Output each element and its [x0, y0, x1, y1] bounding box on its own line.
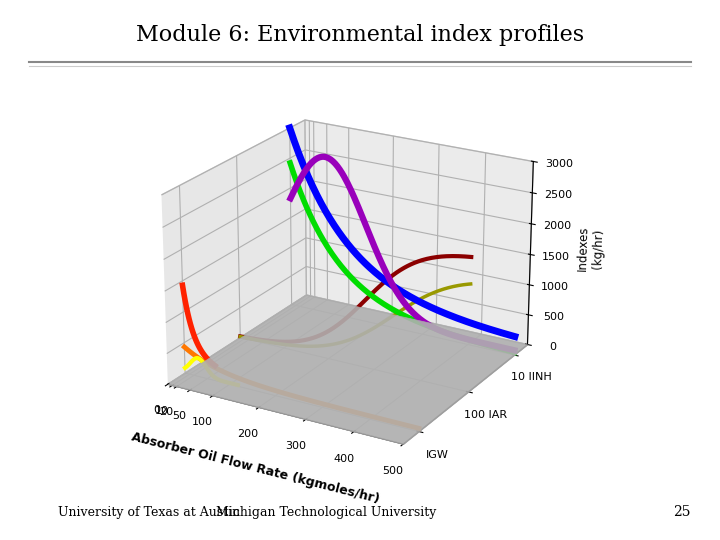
- Text: University of Texas at Austin: University of Texas at Austin: [58, 505, 240, 519]
- Text: Michigan Technological University: Michigan Technological University: [216, 505, 436, 519]
- X-axis label: Absorber Oil Flow Rate (kgmoles/hr): Absorber Oil Flow Rate (kgmoles/hr): [130, 430, 381, 506]
- Text: 25: 25: [673, 505, 690, 519]
- Text: Module 6: Environmental index profiles: Module 6: Environmental index profiles: [136, 24, 584, 46]
